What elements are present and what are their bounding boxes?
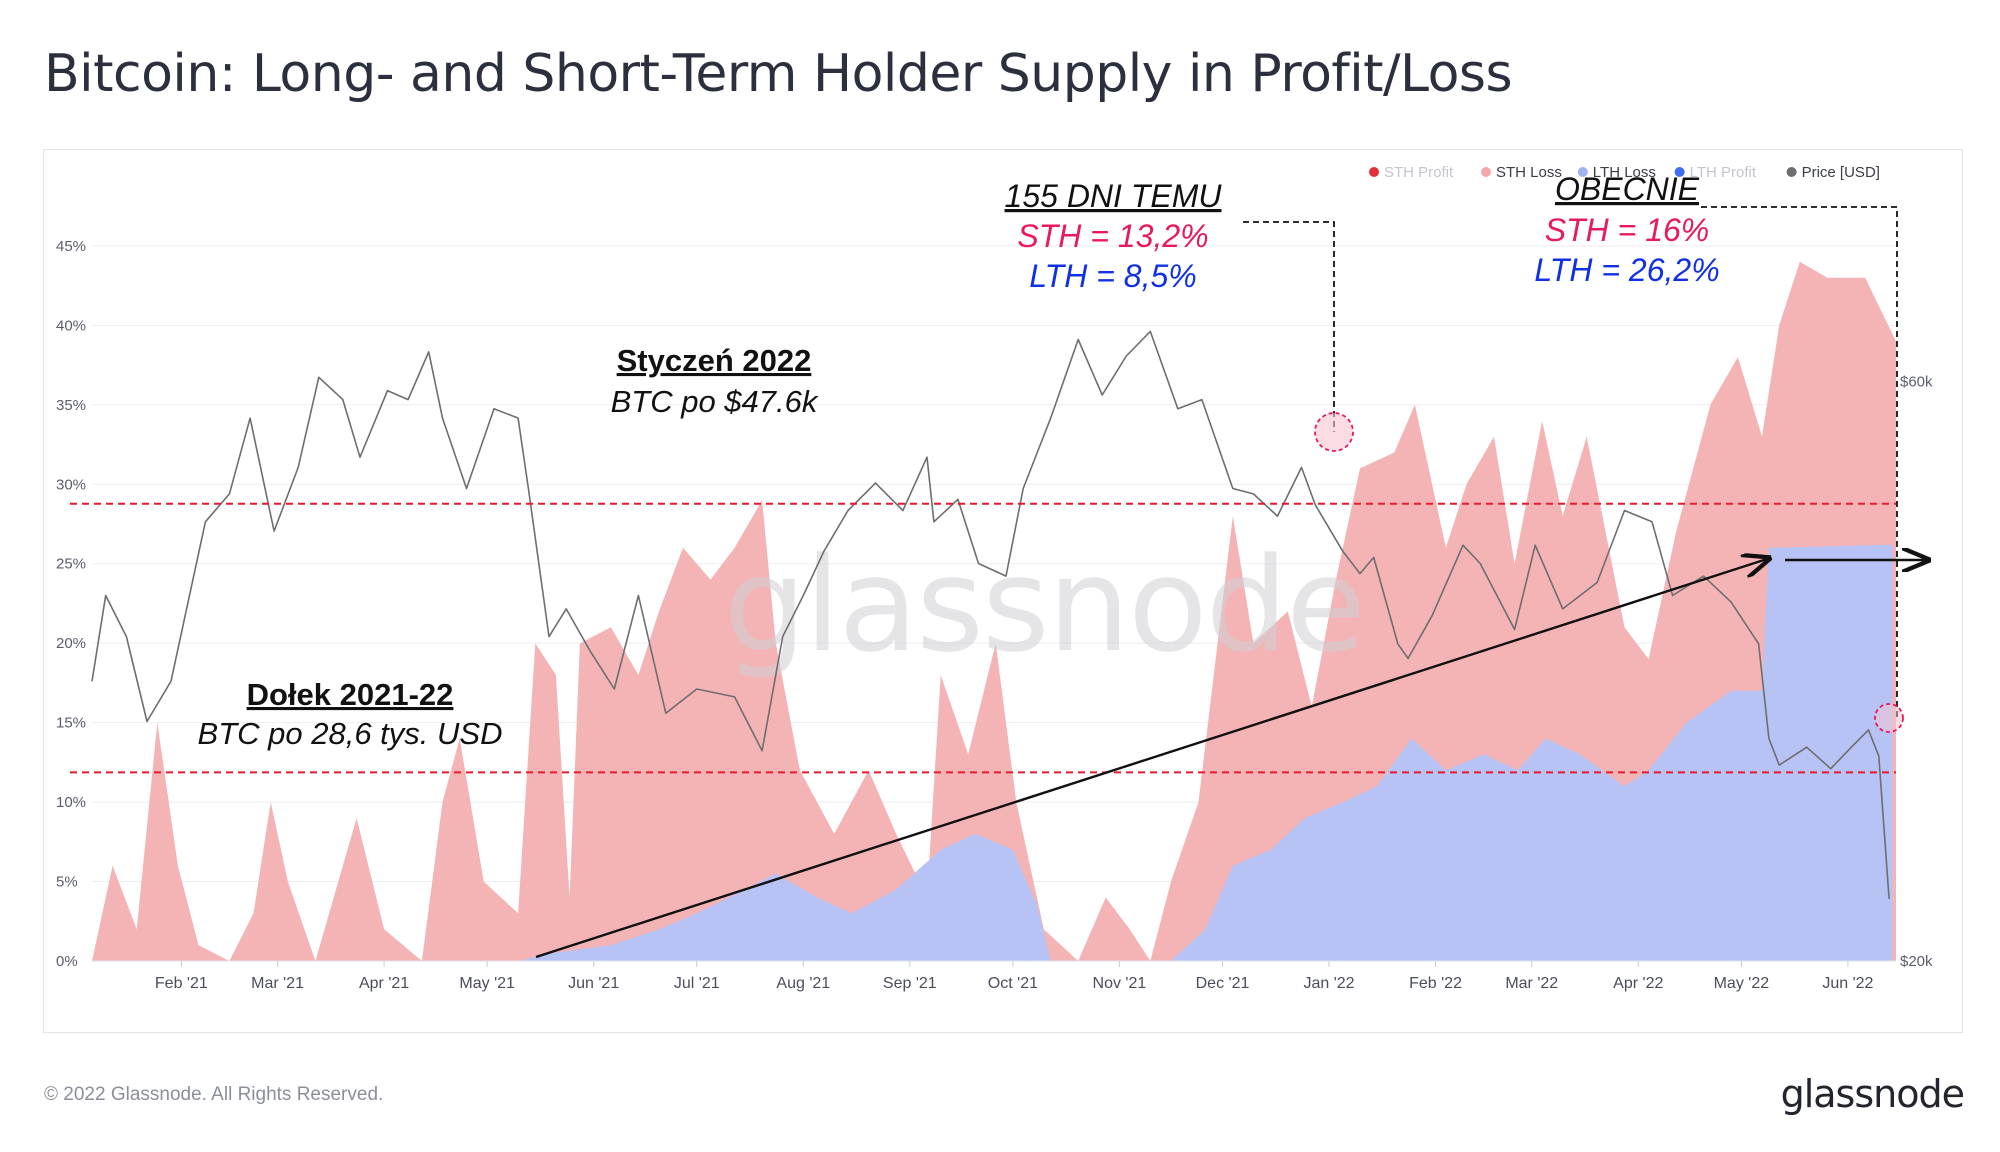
y-tick-label: 30% — [56, 476, 86, 493]
series-lth-loss-area — [92, 544, 1893, 961]
watermark: glassnode — [724, 529, 1366, 681]
legend-item: LTH Loss — [1593, 164, 1656, 181]
annotation-jan2022-title: Styczeń 2022 — [617, 343, 812, 378]
y-tick-label: 10% — [56, 794, 86, 811]
x-tick-label: Nov '21 — [1093, 975, 1147, 992]
series-areas — [92, 261, 1896, 961]
annotation-leader-now — [1701, 206, 1898, 718]
trend-arrow — [535, 559, 1767, 959]
y-tick-label: 0% — [56, 953, 78, 970]
y-tick-label: 5% — [56, 874, 78, 891]
annotation-bottom-title: Dołek 2021-22 — [247, 677, 454, 712]
footer-copyright: © 2022 Glassnode. All Rights Reserved. — [44, 1084, 384, 1105]
annotation-155days-lth: LTH = 8,5% — [1029, 258, 1196, 294]
reference-lines — [70, 502, 1896, 774]
y-right-tick-label: $20k — [1900, 953, 1933, 970]
x-tick-label: Oct '21 — [988, 975, 1038, 992]
y-tick-label: 35% — [56, 397, 86, 414]
chart-title: Bitcoin: Long- and Short-Term Holder Sup… — [44, 44, 1513, 104]
x-tick-label: Aug '21 — [776, 975, 830, 992]
grid — [92, 245, 1896, 962]
legend-item: Price [USD] — [1802, 164, 1880, 181]
y-tick-label: 45% — [56, 238, 86, 255]
footer-logo: glassnode — [1780, 1072, 1965, 1116]
x-tick-label: Dec '21 — [1196, 975, 1250, 992]
annotation-now-sth: STH = 16% — [1545, 212, 1710, 248]
legend-marker — [1369, 167, 1379, 177]
y-tick-label: 40% — [56, 317, 86, 334]
legend-item: STH Loss — [1496, 164, 1562, 181]
axes: 0% 5% 10% 15% 20% 25% 30% 35% 40% 45% $20k $60k Feb … — [56, 238, 1933, 992]
annotations: Styczeń 2022 BTC po $47.6k Dołek 2021-22 BT… — [198, 171, 1926, 959]
watermark-text: glassnode — [724, 529, 1364, 681]
y-tick-label: 15% — [56, 715, 86, 732]
chart-panel: glassnode 0% 5% 10% 15% 20% 25% 30% 35% 40% 45% $2… — [43, 149, 1963, 1033]
x-tick-label: Mar '22 — [1505, 975, 1558, 992]
x-tick-label: Feb '22 — [1409, 975, 1462, 992]
legend-marker — [1674, 167, 1685, 177]
price-line-group — [91, 330, 1890, 899]
annotation-now-lth: LTH = 26,2% — [1534, 252, 1719, 288]
series-price-line — [91, 330, 1890, 899]
highlight-circle-155days — [1314, 412, 1354, 452]
x-tick-label: Feb '21 — [155, 975, 208, 992]
annotation-bottom-price: BTC po 28,6 tys. USD — [198, 716, 503, 751]
x-tick-label: Jun '22 — [1822, 975, 1873, 992]
x-tick-label: Jan '22 — [1303, 975, 1354, 992]
chart-svg: glassnode 0% 5% 10% 15% 20% 25% 30% 35% 40% 45% $2… — [56, 164, 1933, 992]
x-tick-label: May '22 — [1714, 975, 1770, 992]
highlight-circle-now — [1874, 703, 1904, 733]
y-tick-label: 25% — [56, 556, 86, 573]
legend-marker — [1577, 167, 1588, 177]
x-tick-label: Jul '21 — [674, 975, 720, 992]
x-tick-label: Sep '21 — [883, 975, 937, 992]
x-tick-label: Apr '21 — [359, 975, 409, 992]
legend-item: LTH Profit — [1690, 164, 1757, 181]
annotation-jan2022-price: BTC po $47.6k — [611, 384, 819, 419]
y-right-tick-label: $60k — [1900, 374, 1933, 391]
x-tick-label: Apr '22 — [1613, 975, 1663, 992]
annotation-now-title: OBECNIE — [1555, 171, 1700, 207]
legend: STH Profit STH Loss LTH Loss LTH Profit Pric… — [1369, 164, 1880, 181]
x-tick-label: May '21 — [459, 975, 515, 992]
annotation-155days-title: 155 DNI TEMU — [1005, 178, 1223, 214]
legend-item: STH Profit — [1384, 164, 1454, 181]
x-tick-label: Mar '21 — [251, 975, 304, 992]
y-tick-label: 20% — [56, 635, 86, 652]
annotation-155days-sth: STH = 13,2% — [1017, 218, 1208, 254]
annotation-leader-155days — [1243, 221, 1335, 432]
legend-marker — [1786, 167, 1797, 177]
legend-marker — [1481, 167, 1491, 177]
x-tick-label: Jun '21 — [568, 975, 619, 992]
